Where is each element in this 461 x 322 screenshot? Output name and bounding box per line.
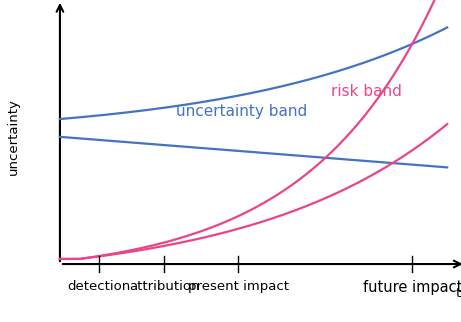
Text: uncertainty band: uncertainty band [176,104,307,119]
Text: present impact: present impact [188,280,289,293]
Text: attribution: attribution [129,280,200,293]
Text: future impact: future impact [363,280,461,295]
Text: detection: detection [67,280,130,293]
Text: risk band: risk band [331,84,402,99]
Text: time: time [455,287,461,299]
Text: uncertainty: uncertainty [7,99,20,175]
